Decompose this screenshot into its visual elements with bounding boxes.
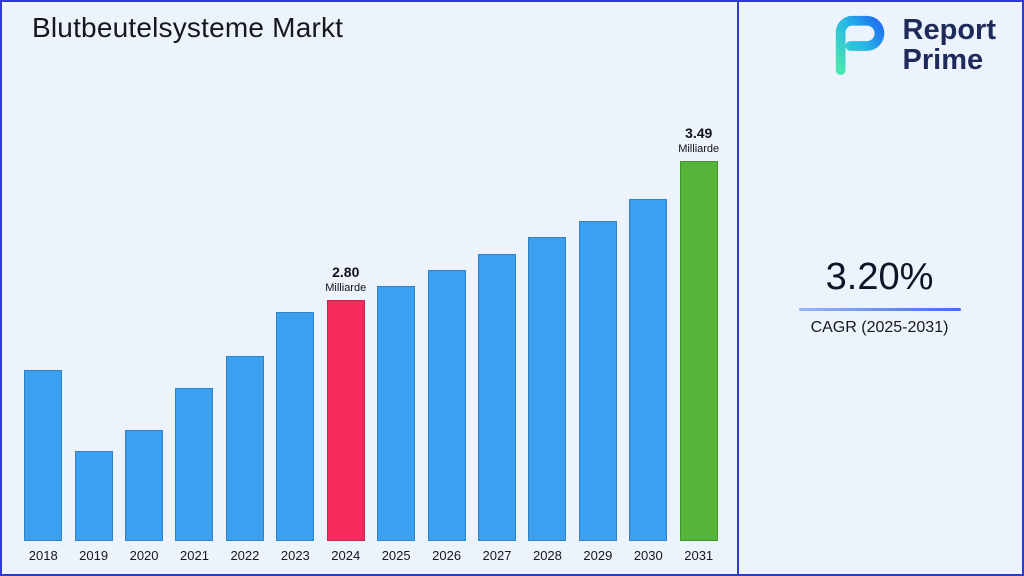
annotation-value: 3.49 <box>685 124 713 141</box>
bar-column: 3.49 Milliarde 2031 <box>673 82 723 564</box>
vertical-divider <box>737 2 739 574</box>
x-axis-label: 2022 <box>230 548 260 563</box>
bar-2020 <box>125 430 164 541</box>
x-axis-label: 2026 <box>432 548 462 563</box>
report-prime-logo: Report Prime <box>829 14 996 76</box>
bar-2023 <box>276 312 315 541</box>
bar-column: 2020 <box>119 82 169 564</box>
bar-2018 <box>24 370 63 541</box>
x-axis-label: 2019 <box>79 548 109 563</box>
bar-2027 <box>478 254 516 541</box>
bar-column: 2.80 Milliarde 2024 <box>321 82 371 564</box>
bar-column: 2023 <box>270 82 320 564</box>
bar-2024 <box>326 300 365 541</box>
bar-column: 2021 <box>169 82 219 564</box>
bar-column: 2025 <box>371 82 421 564</box>
bar-chart: 2018 2019 2020 2021 2022 2023 2.80 Milliarde 202… <box>18 82 724 564</box>
x-axis-label: 2025 <box>381 548 411 563</box>
bar-2028 <box>528 237 567 541</box>
bar-column: 2022 <box>220 82 270 564</box>
bar-column: 2029 <box>573 82 623 564</box>
x-axis-label: 2031 <box>684 548 714 563</box>
x-axis-label: 2018 <box>28 548 58 563</box>
bar-column: 2027 <box>472 82 522 564</box>
x-axis-label: 2023 <box>280 548 310 563</box>
bar-2026 <box>427 270 466 541</box>
bar-2031 <box>679 161 718 541</box>
x-axis-label: 2021 <box>180 548 209 563</box>
x-axis-label: 2028 <box>532 548 562 563</box>
annotation-unit: Milliarde <box>678 142 720 155</box>
cagr-underline <box>798 308 961 311</box>
logo-text-line2: Prime <box>902 44 984 76</box>
logo-text: Report Prime <box>902 13 996 76</box>
cagr-block: 3.20% CAGR (2025-2031) <box>739 256 1020 337</box>
bar-2025 <box>377 286 416 541</box>
bar-2029 <box>578 221 617 541</box>
bar-2021 <box>175 388 214 541</box>
bar-column: 2026 <box>421 82 471 564</box>
bar-annotation: 2.80 Milliarde <box>325 263 366 295</box>
x-axis-label: 2030 <box>633 548 663 563</box>
annotation-unit: Milliarde <box>325 281 367 294</box>
x-axis-label: 2029 <box>583 548 613 563</box>
x-axis-label: 2024 <box>331 548 361 563</box>
report-prime-logo-icon <box>835 15 884 76</box>
bar-annotation: 3.49 Milliarde <box>678 124 719 156</box>
cagr-value: 3.20% <box>825 256 934 298</box>
bar-column: 2028 <box>522 82 572 564</box>
bar-column: 2018 <box>18 82 68 564</box>
x-axis-label: 2027 <box>482 548 512 563</box>
bar-2030 <box>629 199 668 541</box>
cagr-label: CAGR (2025-2031) <box>810 319 949 336</box>
annotation-value: 2.80 <box>332 263 360 280</box>
page-title: Blutbeutelsysteme Markt <box>32 12 344 43</box>
bar-2022 <box>225 356 264 541</box>
bar-2019 <box>74 451 113 541</box>
x-axis-label: 2020 <box>129 548 159 563</box>
logo-text-line1: Report <box>902 13 996 46</box>
bar-column: 2030 <box>623 82 673 564</box>
bar-column: 2019 <box>68 82 118 564</box>
